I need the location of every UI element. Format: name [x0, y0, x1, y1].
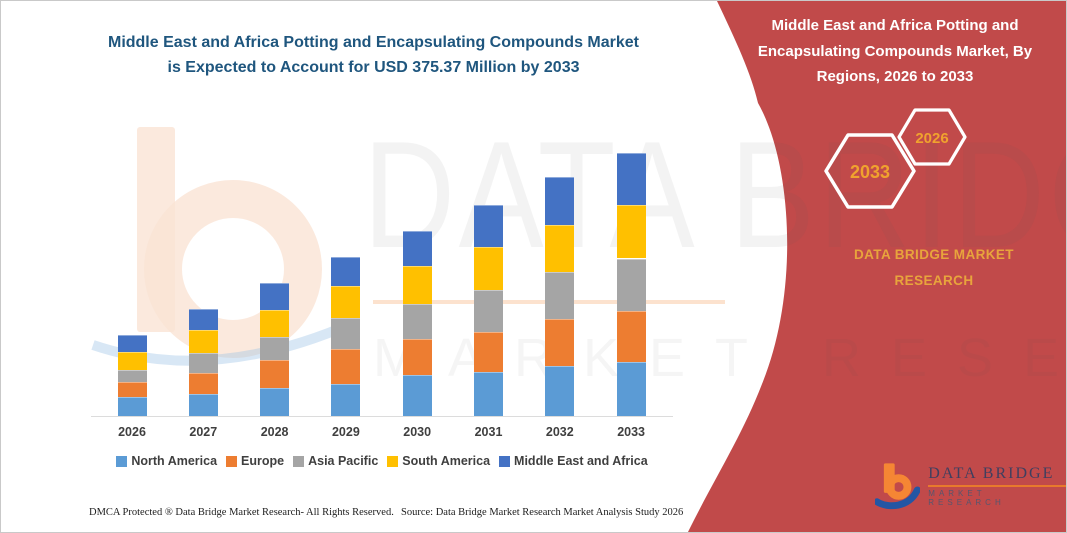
bar-segment [188, 309, 218, 330]
bar-segment [331, 348, 361, 384]
legend-label: Asia Pacific [308, 454, 379, 468]
bar-segment [260, 283, 290, 311]
bar-segment [616, 204, 646, 259]
bar-segment [474, 371, 503, 416]
legend-swatch [293, 455, 305, 467]
bar-segment [474, 246, 503, 290]
x-axis-label: 2029 [331, 425, 360, 439]
bar-segment [402, 304, 432, 340]
legend-item: Europe [226, 454, 284, 468]
bar-segment [616, 311, 646, 363]
panel-title: Middle East and Africa Potting and Encap… [757, 17, 1033, 85]
hexagon-year-2026: 2026 [915, 130, 948, 147]
bar-segment [260, 310, 290, 337]
x-axis-label: 2030 [403, 425, 432, 439]
bar-segment [260, 360, 290, 388]
legend-label: South America [402, 454, 491, 468]
bar-segment [331, 257, 361, 287]
brand-line2: RESEARCH [894, 272, 974, 288]
dbmr-logo: DATA BRIDGE MARKET RESEARCH [875, 461, 1066, 511]
x-axis-label: 2026 [118, 425, 146, 439]
bar-segment [331, 383, 361, 416]
legend-label: Middle East and Africa [514, 454, 648, 468]
legend-item: South America [387, 454, 490, 468]
x-axis-label: 2028 [260, 425, 289, 439]
legend-item: North America [116, 454, 217, 468]
dmca-notice: DMCA Protected ® Data Bridge Market Rese… [89, 507, 394, 518]
dbmr-logo-text: DATA BRIDGE MARKET RESEARCH [928, 465, 1066, 507]
bar-segment [474, 289, 503, 332]
bar-segment [188, 372, 218, 394]
chart-legend: North America Europe Asia Pacific South Ame… [89, 454, 675, 468]
legend-swatch [499, 455, 511, 467]
x-axis-label: 2031 [474, 425, 503, 439]
bar-segment [545, 176, 575, 225]
bar-segment [331, 318, 361, 349]
chart-headline: Middle East and Africa Potting and Encap… [107, 34, 639, 76]
bar-segment [402, 375, 432, 416]
bar-segment [402, 230, 432, 267]
legend-label: Europe [241, 454, 285, 468]
bar-segment [260, 336, 290, 361]
bar-segment [188, 329, 218, 353]
year-hexagons: 2033 2026 [824, 108, 967, 209]
x-axis-label: 2032 [545, 425, 574, 439]
bar-segment [117, 382, 147, 398]
bar-segment [616, 258, 646, 311]
bar-segment [474, 332, 503, 372]
bar-segment [402, 339, 432, 376]
bar-segment [117, 352, 147, 370]
stacked-bar-chart: 2026 2027 2028 2029 2030 2031 2032 2033 [1, 1, 701, 532]
source-note: Source: Data Bridge Market Research Mark… [401, 507, 684, 518]
legend-item: Middle East and Africa [499, 454, 648, 468]
x-axis-line [91, 416, 673, 417]
bar-segment [117, 397, 147, 416]
bar-segment [117, 369, 147, 383]
bar-segment [402, 266, 432, 304]
dbmr-logo-tagline: MARKET RESEARCH [928, 489, 1005, 507]
bar-segment [117, 334, 147, 353]
bar-segment [474, 205, 503, 247]
brand-name: DATA BRIDGE MARKET RESEARCH [831, 242, 1037, 293]
bar-segment [616, 153, 646, 205]
bar-segment [545, 365, 575, 416]
bar-segment [545, 319, 575, 366]
hexagon-year-2033: 2033 [850, 162, 890, 182]
legend-swatch [387, 455, 399, 467]
hexagon-2033-shape [824, 133, 916, 209]
legend-swatch [116, 455, 128, 467]
legend-swatch [226, 455, 238, 467]
x-axis-label: 2027 [189, 425, 218, 439]
bar-segment [616, 362, 646, 416]
hexagon-2026-shape [897, 108, 967, 166]
legend-item: Asia Pacific [293, 454, 378, 468]
dbmr-logo-icon [875, 463, 921, 510]
bar-segment [188, 393, 218, 416]
legend-label: North America [131, 454, 218, 468]
brand-line1: DATA BRIDGE MARKET [854, 247, 1014, 262]
dbmr-logo-name: DATA BRIDGE [928, 465, 1066, 487]
bar-segment [545, 224, 575, 273]
bar-segment [545, 272, 575, 320]
x-axis-label: 2033 [617, 425, 645, 439]
bar-segment [331, 286, 361, 319]
bar-segment [260, 387, 290, 416]
bar-segment [188, 352, 218, 373]
